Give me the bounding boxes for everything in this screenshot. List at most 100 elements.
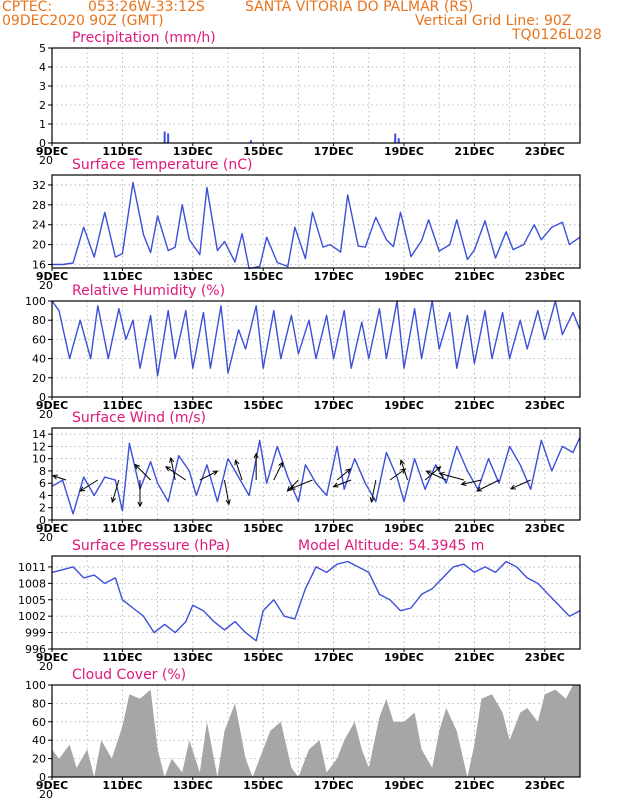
x-tick-label: 23DEC [525,651,565,664]
y-tick-label: 996 [25,643,46,656]
panel-bg [52,428,580,520]
x-tick-label: 13DEC [173,522,213,535]
x-tick-label: 9DEC [36,270,68,283]
y-tick-label: 0 [39,771,46,784]
wind-arrowhead [345,468,352,474]
header-code: TQ0126L028 [512,27,602,43]
panel-frame [51,174,581,269]
wind-arrow [461,479,482,485]
x-tick-label: 23DEC [525,779,565,792]
x-year-label: 20 [39,660,53,673]
panel-bg [52,48,580,143]
y-tick-label: 1002 [18,610,46,623]
wind-arrowhead [225,499,231,506]
panel-title: Relative Humidity (%) [72,283,225,299]
wind-arrowhead [169,456,175,463]
y-tick-label: 2 [39,99,46,112]
x-tick-label: 11DEC [102,651,142,664]
wind-arrow [134,464,151,481]
y-tick-label: 12 [32,440,46,453]
y-tick-label: 0 [39,137,46,150]
y-tick-label: 1008 [18,577,46,590]
y-tick-label: 8 [39,465,46,478]
panel-frame [51,300,581,398]
panel-frame [51,427,581,521]
x-tick-label: 15DEC [243,651,283,664]
wind-arrow [389,468,406,481]
wind-arrowhead [212,470,219,476]
x-tick-label: 13DEC [173,145,213,158]
x-tick-label: 11DEC [102,270,142,283]
wind-arrow [199,470,218,481]
x-year-label: 20 [39,408,53,421]
wind-arrow [424,466,441,481]
wind-arrowhead [134,463,141,470]
x-tick-label: 19DEC [384,145,424,158]
panel-frame [51,555,581,650]
wind-arrowhead [165,466,171,472]
wind-arrow [273,462,284,481]
wind-arrow [52,475,67,481]
y-tick-label: 1 [39,118,46,131]
x-tick-label: 19DEC [384,522,424,535]
wind-arrowhead [278,461,284,468]
x-tick-label: 15DEC [243,270,283,283]
header-coords: 053:26W-33:12S [88,0,205,15]
x-tick-label: 21DEC [454,399,494,412]
wind-arrowhead [509,484,516,490]
wind-arrow [223,479,230,505]
wind-arrowhead [137,501,143,508]
x-tick-label: 13DEC [173,399,213,412]
wind-arrow [400,460,408,481]
wind-arrow [370,479,377,503]
wind-arrow [165,466,187,481]
series-line [51,560,581,642]
wind-arrow [111,479,120,503]
wind-arrowhead [369,497,375,504]
wind-arrow [426,470,447,481]
x-tick-label: 15DEC [243,779,283,792]
x-year-label: 20 [39,279,53,292]
x-tick-label: 15DEC [243,522,283,535]
y-tick-label: 20 [32,372,46,385]
series-line [51,300,581,377]
y-tick-label: 100 [25,295,46,308]
x-tick-label: 13DEC [173,651,213,664]
x-tick-label: 21DEC [454,522,494,535]
wind-arrowhead [460,480,467,487]
y-tick-label: 20 [32,753,46,766]
y-tick-label: 80 [32,697,46,710]
x-tick-label: 11DEC [102,522,142,535]
x-tick-label: 17DEC [314,145,354,158]
wind-arrow [510,479,531,490]
y-tick-label: 40 [32,353,46,366]
wind-arrowhead [438,471,445,478]
x-tick-label: 9DEC [36,145,68,158]
wind-arrow [476,479,500,492]
precip-bar [163,131,166,143]
y-tick-label: 40 [32,734,46,747]
x-tick-label: 19DEC [384,779,424,792]
x-tick-label: 17DEC [314,651,354,664]
series-line [51,436,581,515]
y-tick-label: 10 [32,453,46,466]
x-tick-label: 21DEC [454,779,494,792]
panel-bg [52,301,580,397]
x-year-label: 20 [39,788,53,800]
y-tick-label: 24 [32,219,46,232]
precip-bar [167,133,170,143]
y-tick-label: 5 [39,42,46,55]
x-tick-label: 15DEC [243,399,283,412]
wind-arrowhead [234,459,240,466]
x-tick-label: 17DEC [314,399,354,412]
panel-subtitle: Model Altitude: 54.3945 m [298,538,484,554]
x-tick-label: 21DEC [454,651,494,664]
header-run: 09DEC2020 90Z (GMT) [2,13,164,29]
x-tick-label: 19DEC [384,270,424,283]
x-tick-label: 11DEC [102,145,142,158]
panel-title: Surface Pressure (hPa) [72,538,230,554]
precip-bar [249,140,252,143]
panel-bg [52,556,580,649]
wind-arrowhead [79,486,86,492]
wind-arrowhead [289,484,296,490]
